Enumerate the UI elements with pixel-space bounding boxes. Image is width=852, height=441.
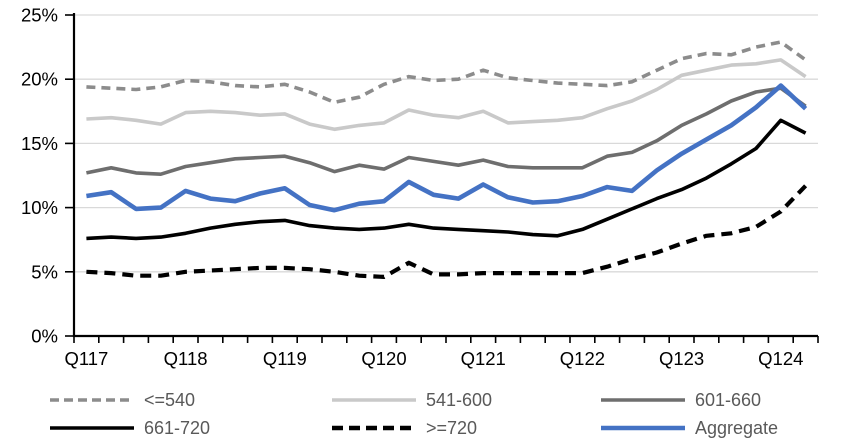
legend-item-601-660: 601-660 bbox=[599, 389, 761, 411]
legend-label: Aggregate bbox=[695, 417, 779, 438]
legend-item-541-600: 541-600 bbox=[330, 389, 492, 411]
credit-score-delinquency-chart: 0% 5% 10% 15% 20% 25% Q117 Q118 Q119 Q120 Q121 Q122… bbox=[21, 5, 819, 369]
x-axis-label: Q118 bbox=[164, 348, 208, 369]
y-axis-label: 25% bbox=[21, 5, 58, 26]
chart-canvas: 0% 5% 10% 15% 20% 25% Q117 Q118 Q119 Q120 Q121 Q122… bbox=[21, 5, 819, 369]
x-axis-label: Q124 bbox=[758, 348, 803, 369]
y-axis-label: 20% bbox=[21, 69, 58, 90]
x-axis-label: Q119 bbox=[263, 348, 307, 369]
axes bbox=[65, 13, 819, 343]
x-axis-label: Q121 bbox=[461, 348, 506, 369]
legend-item-ge-720: >=720 bbox=[330, 417, 477, 439]
legend-label: 601-660 bbox=[695, 389, 762, 410]
legend-swatch-661-720 bbox=[50, 426, 134, 430]
series-line-661-720 bbox=[86, 118, 807, 241]
legend-label: 541-600 bbox=[426, 389, 493, 410]
legend-label: >=720 bbox=[426, 417, 478, 438]
x-axis-label: Q123 bbox=[659, 348, 704, 369]
legend-swatch-aggregate bbox=[601, 425, 685, 431]
legend-label: <=540 bbox=[144, 389, 196, 410]
legend-item-le-540: <=540 bbox=[48, 389, 195, 411]
series-line-le-540 bbox=[86, 40, 807, 105]
legend-item-aggregate: Aggregate bbox=[599, 417, 778, 439]
x-axis-labels: Q117 Q118 Q119 Q120 Q121 Q122 Q123 Q124 bbox=[64, 348, 803, 369]
series-line-601-660 bbox=[86, 86, 807, 176]
legend-swatch-ge-720 bbox=[332, 425, 416, 431]
chart-legend: <=540 541-600 601-660 661-720 >=720 Aggregate bbox=[0, 380, 852, 441]
legend-swatch-541-600 bbox=[332, 398, 416, 402]
y-axis-label: 5% bbox=[31, 261, 58, 282]
x-axis-label: Q117 bbox=[64, 348, 108, 369]
series-line-541-600 bbox=[86, 58, 807, 132]
legend-item-661-720: 661-720 bbox=[48, 417, 210, 439]
x-axis-label: Q120 bbox=[361, 348, 406, 369]
y-axis-label: 0% bbox=[31, 326, 58, 347]
y-axis-labels: 0% 5% 10% 15% 20% 25% bbox=[21, 5, 58, 347]
gridlines bbox=[74, 14, 818, 273]
x-axis-label: Q122 bbox=[560, 348, 605, 369]
legend-swatch-601-660 bbox=[601, 398, 685, 402]
series-lines bbox=[86, 40, 808, 279]
series-line-aggregate bbox=[86, 83, 808, 213]
series-line-ge-720 bbox=[86, 184, 808, 279]
legend-swatch-le-540 bbox=[50, 398, 134, 402]
legend-label: 661-720 bbox=[144, 417, 211, 438]
y-axis-label: 10% bbox=[21, 197, 58, 218]
y-axis-label: 15% bbox=[21, 133, 58, 154]
